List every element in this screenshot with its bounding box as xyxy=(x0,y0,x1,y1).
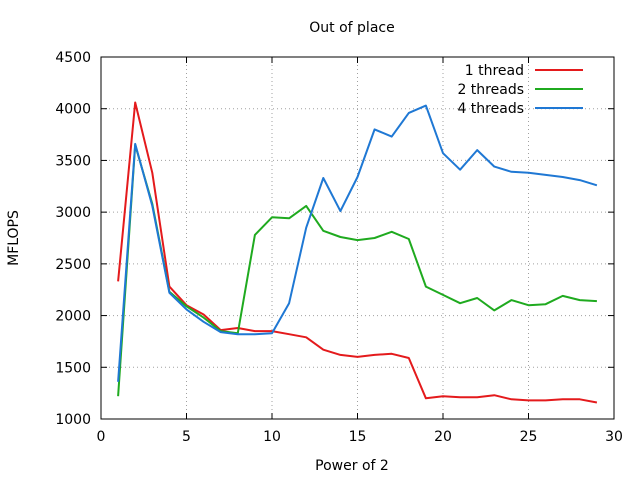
series-line-4-threads xyxy=(117,104,598,382)
y-axis-label: MFLOPS xyxy=(6,210,22,266)
x-tick-label: 5 xyxy=(182,429,191,445)
series-line-1-thread xyxy=(117,101,598,404)
x-tick-label: 10 xyxy=(263,429,281,445)
y-tick-label: 4000 xyxy=(55,102,91,118)
grid-lines xyxy=(101,57,614,419)
x-axis-label: Power of 2 xyxy=(315,458,389,474)
x-tick-label: 25 xyxy=(520,429,538,445)
x-tick-label: 15 xyxy=(349,429,367,445)
legend-label-2-threads: 2 threads xyxy=(457,82,524,98)
y-tick-label: 3000 xyxy=(55,205,91,221)
x-tick-label: 0 xyxy=(97,429,106,445)
y-tick-label: 4500 xyxy=(55,50,91,66)
tick-labels: 0 5 10 15 20 25 30 1000 1500 2000 2500 3000 3500 4000… xyxy=(55,50,623,445)
legend: 1 thread 2 threads 4 threads xyxy=(457,63,583,117)
y-tick-label: 1500 xyxy=(55,360,91,376)
chart-title: Out of place xyxy=(309,20,394,36)
x-tick-label: 20 xyxy=(434,429,452,445)
legend-label-1-thread: 1 thread xyxy=(465,63,524,79)
series-layer xyxy=(117,101,598,404)
x-tick-label: 30 xyxy=(605,429,623,445)
series-line-2-threads xyxy=(117,143,597,397)
y-tick-label: 2500 xyxy=(55,257,91,273)
y-tick-label: 3500 xyxy=(55,153,91,169)
y-tick-label: 2000 xyxy=(55,309,91,325)
legend-label-4-threads: 4 threads xyxy=(457,101,524,117)
axis-ticks xyxy=(100,56,615,420)
y-tick-label: 1000 xyxy=(55,412,91,428)
